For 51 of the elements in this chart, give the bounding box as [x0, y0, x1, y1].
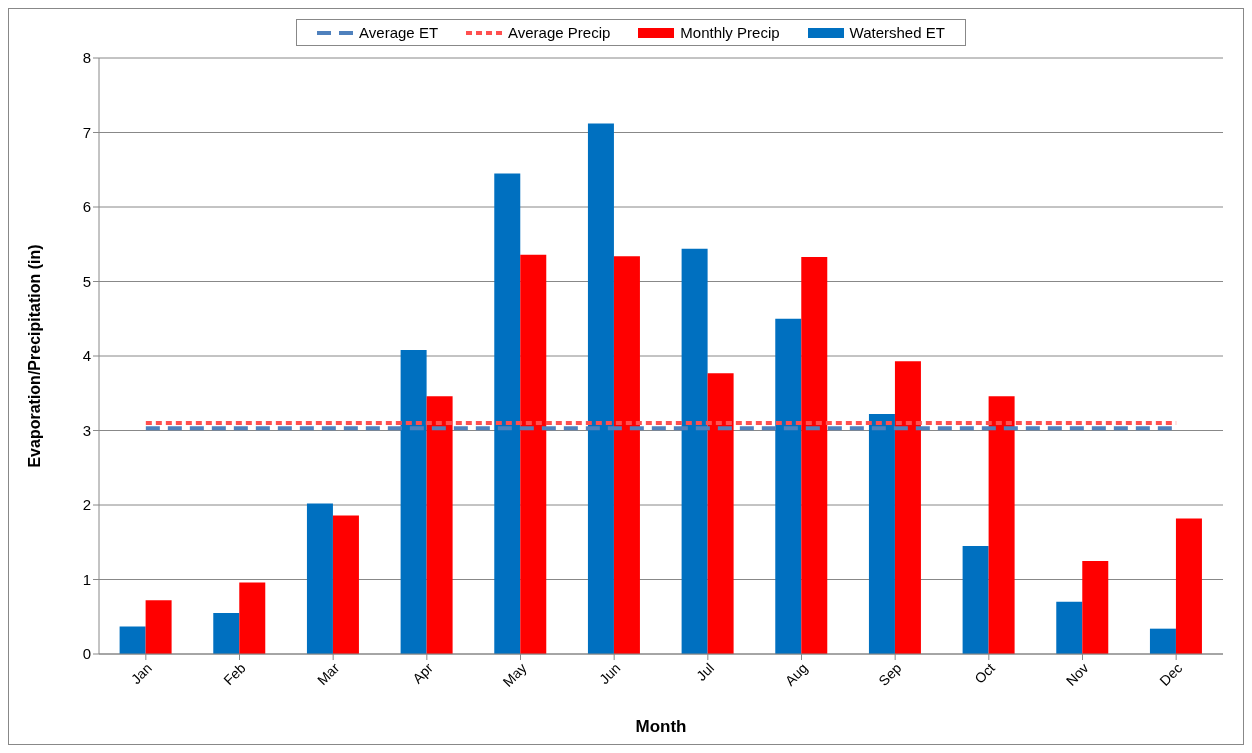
- bar: [494, 173, 521, 654]
- x-tick-label: Sep: [875, 659, 905, 689]
- bar: [587, 123, 614, 654]
- bar: [1056, 601, 1083, 654]
- bar: [239, 582, 266, 654]
- x-tick-label: Jul: [693, 659, 717, 684]
- legend-label: Monthly Precip: [680, 24, 780, 41]
- bar: [1175, 518, 1202, 654]
- bar: [962, 545, 989, 654]
- x-tick-label: Apr: [409, 659, 437, 687]
- y-tick-label: 3: [82, 421, 91, 439]
- bar: [213, 613, 240, 654]
- bar: [332, 515, 359, 654]
- x-tick-label: Oct: [971, 659, 999, 687]
- bar: [707, 373, 734, 654]
- x-tick-label: Feb: [220, 659, 249, 689]
- bar: [681, 248, 708, 654]
- y-axis-title: Evaporation/Precipitation (in): [25, 244, 43, 468]
- legend-label: Watershed ET: [849, 24, 945, 41]
- legend-label: Average ET: [359, 24, 439, 41]
- bar: [801, 256, 828, 654]
- y-tick-label: 2: [82, 496, 91, 514]
- bar: [613, 256, 640, 654]
- x-tick-label: Jun: [596, 659, 624, 688]
- y-tick-label: 4: [82, 347, 91, 365]
- y-tick-label: 1: [82, 570, 91, 588]
- x-tick-label: Mar: [313, 659, 343, 689]
- legend-label: Average Precip: [508, 24, 611, 41]
- y-tick-label: 6: [82, 198, 91, 216]
- x-axis-title: Month: [635, 717, 687, 736]
- bar: [775, 318, 802, 654]
- bar: [400, 350, 427, 654]
- bar: [1082, 560, 1109, 654]
- bar: [119, 626, 146, 654]
- x-tick-label: May: [499, 659, 530, 690]
- y-tick-label: 0: [82, 645, 91, 663]
- bar: [520, 254, 547, 654]
- bar: [145, 600, 172, 654]
- bar: [868, 414, 895, 654]
- bar: [1149, 628, 1176, 654]
- x-tick-label: Nov: [1062, 659, 1092, 689]
- bar: [894, 361, 921, 654]
- y-tick-label: 7: [82, 123, 91, 141]
- x-tick-label: Jan: [127, 659, 155, 688]
- y-tick-label: 5: [82, 272, 91, 290]
- x-tick-label: Aug: [781, 659, 811, 689]
- bar: [988, 396, 1015, 654]
- bar: [426, 396, 453, 654]
- bar: [306, 503, 333, 654]
- y-tick-label: 8: [82, 49, 91, 67]
- x-tick-label: Dec: [1156, 659, 1186, 689]
